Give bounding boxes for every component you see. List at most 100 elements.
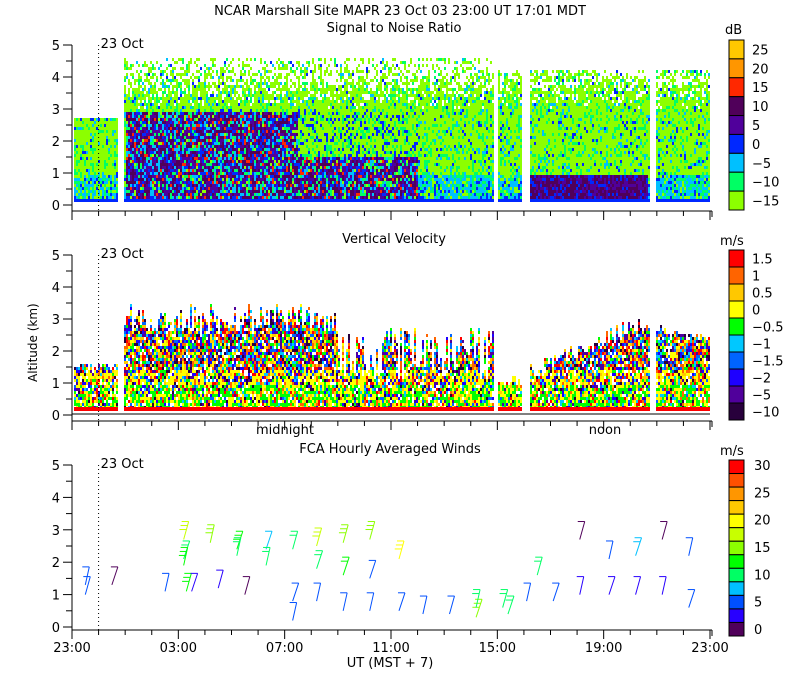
snr-cell (310, 106, 312, 109)
snr-cell (100, 133, 102, 136)
snr-cell (248, 172, 250, 175)
snr-cell (298, 136, 300, 139)
snr-cell (164, 199, 166, 202)
snr-cell (322, 127, 324, 130)
snr-cell (260, 193, 262, 196)
snr-cell (266, 163, 268, 166)
snr-cell (186, 196, 188, 199)
snr-cell (314, 85, 316, 88)
snr-cell (324, 91, 326, 94)
snr-cell (206, 172, 208, 175)
snr-cell (202, 97, 204, 100)
snr-cell (154, 91, 156, 94)
snr-cell (240, 142, 242, 145)
snr-cell (260, 160, 262, 163)
snr-cell (278, 85, 280, 88)
snr-cell (304, 145, 306, 148)
snr-cell (272, 172, 274, 175)
snr-cell (106, 196, 108, 199)
snr-cell (266, 166, 268, 169)
snr-cell (92, 169, 94, 172)
snr-cell (272, 193, 274, 196)
snr-cell (296, 187, 298, 190)
snr-cell (140, 136, 142, 139)
snr-cell (246, 100, 248, 103)
snr-cell (324, 103, 326, 106)
snr-cell (324, 136, 326, 139)
snr-cell (224, 160, 226, 163)
snr-cell (160, 163, 162, 166)
snr-cell (80, 118, 82, 121)
snr-cell (100, 142, 102, 145)
snr-cell (246, 106, 248, 109)
snr-cell (136, 94, 138, 97)
snr-cell (320, 118, 322, 121)
snr-cell (260, 58, 262, 61)
snr-cell (190, 157, 192, 160)
snr-cell (292, 169, 294, 172)
snr-cell (88, 178, 90, 181)
snr-cell (80, 121, 82, 124)
snr-cell (126, 100, 128, 103)
snr-cell (272, 187, 274, 190)
snr-cell (248, 130, 250, 133)
snr-cell (314, 190, 316, 193)
snr-cell (294, 172, 296, 175)
snr-cell (74, 133, 76, 136)
snr-cell (92, 145, 94, 148)
snr-cell (258, 169, 260, 172)
snr-cell (312, 136, 314, 139)
snr-cell (132, 157, 134, 160)
snr-cell (298, 76, 300, 79)
snr-cell (330, 112, 332, 115)
snr-cell (308, 139, 310, 142)
snr-cell (272, 127, 274, 130)
snr-cell (282, 139, 284, 142)
snr-cell (82, 118, 84, 121)
snr-cell (180, 199, 182, 202)
snr-cell (210, 112, 212, 115)
snr-cell (248, 160, 250, 163)
snr-cell (190, 172, 192, 175)
snr-cell (136, 115, 138, 118)
snr-cell (320, 67, 322, 70)
snr-cell (238, 175, 240, 178)
snr-cell (188, 193, 190, 196)
snr-cell (260, 151, 262, 154)
snr-cell (236, 148, 238, 151)
snr-cell (146, 157, 148, 160)
snr-cell (174, 127, 176, 130)
snr-cell (288, 118, 290, 121)
snr-cell (314, 112, 316, 115)
snr-cell (162, 139, 164, 142)
snr-cell (222, 169, 224, 172)
snr-cell (128, 154, 130, 157)
snr-cell (258, 118, 260, 121)
snr-cell (208, 190, 210, 193)
snr-cell (98, 118, 100, 121)
snr-cell (294, 73, 296, 76)
snr-cell (144, 85, 146, 88)
snr-cell (262, 112, 264, 115)
snr-cell (274, 133, 276, 136)
snr-cell (292, 130, 294, 133)
snr-cell (74, 136, 76, 139)
snr-cell (144, 136, 146, 139)
snr-cell (242, 64, 244, 67)
snr-cell (104, 196, 106, 199)
snr-cell (202, 172, 204, 175)
snr-cell (144, 187, 146, 190)
snr-cell (208, 103, 210, 106)
snr-cell (196, 184, 198, 187)
snr-cell (298, 139, 300, 142)
snr-cell (100, 145, 102, 148)
snr-cell (198, 106, 200, 109)
snr-cell (140, 139, 142, 142)
snr-cell (282, 103, 284, 106)
snr-cell (164, 163, 166, 166)
snr-cell (282, 64, 284, 67)
snr-cell (294, 85, 296, 88)
snr-cell (224, 139, 226, 142)
snr-cell (252, 127, 254, 130)
snr-cell (314, 82, 316, 85)
